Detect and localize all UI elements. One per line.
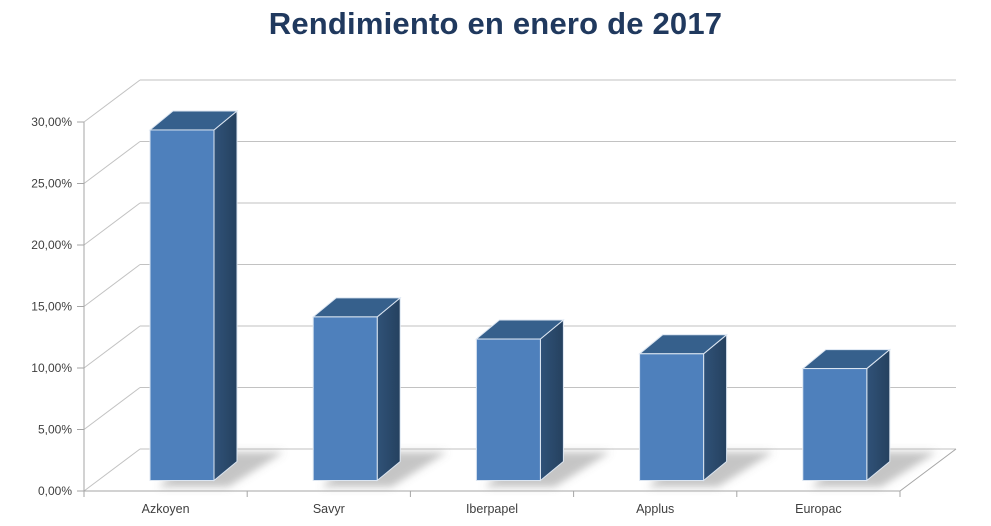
x-category-label: Applus [636, 502, 674, 516]
gridline-sidewall [83, 141, 141, 184]
y-tick-label: 30,00% [31, 115, 72, 129]
bar-front-europac [802, 368, 868, 482]
y-tick-label: 10,00% [31, 361, 72, 375]
bar-front-savyr [312, 316, 378, 481]
y-tick-label: 0,00% [38, 484, 72, 498]
bar-side-applus [703, 333, 728, 482]
x-category-label: Iberpapel [466, 502, 518, 516]
bar-side-iberpapel [539, 318, 564, 482]
x-category-label: Azkoyen [142, 502, 190, 516]
bar-side-savyr [376, 296, 401, 482]
bar-front-azkoyen [149, 129, 215, 481]
y-tick-label: 20,00% [31, 238, 72, 252]
y-tick-label: 25,00% [31, 177, 72, 191]
x-category-label: Europac [795, 502, 842, 516]
bar-front-applus [639, 353, 705, 481]
x-category-label: Savyr [313, 502, 345, 516]
gridline-sidewall [83, 448, 141, 492]
floor-right-edge [899, 448, 957, 492]
gridline-sidewall [83, 387, 141, 430]
y-tick-label: 5,00% [38, 423, 72, 437]
bar-front-iberpapel [475, 338, 541, 481]
chart-title: Rendimiento en enero de 2017 [268, 6, 723, 41]
bar-side-azkoyen [213, 109, 238, 482]
y-tick-label: 15,00% [31, 300, 72, 314]
bar-side-europac [866, 348, 891, 482]
gridline-sidewall [83, 79, 141, 123]
gridline-sidewall [83, 202, 141, 246]
gridline-sidewall [83, 325, 141, 369]
gridline-sidewall [83, 264, 141, 307]
